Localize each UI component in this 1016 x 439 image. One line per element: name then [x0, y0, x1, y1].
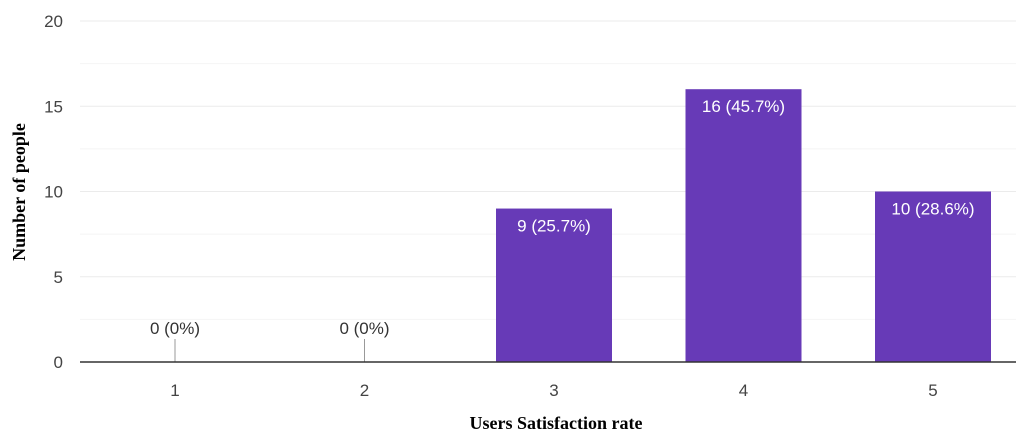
y-axis-title: Number of people — [9, 123, 29, 261]
y-tick-label: 15 — [44, 97, 63, 116]
y-tick-label: 5 — [54, 268, 63, 287]
y-tick-label: 10 — [44, 183, 63, 202]
data-label: 9 (25.7%) — [517, 217, 591, 236]
x-tick-label: 5 — [928, 381, 937, 400]
x-axis-title: Users Satisfaction rate — [470, 413, 643, 433]
bar — [496, 208, 612, 362]
bars — [174, 89, 991, 362]
bar — [875, 191, 991, 362]
y-tick-label: 0 — [54, 353, 63, 372]
bar — [685, 89, 802, 362]
x-tick-label: 4 — [739, 381, 748, 400]
y-tick-label: 20 — [44, 12, 63, 31]
data-label: 16 (45.7%) — [702, 97, 785, 116]
data-label: 0 (0%) — [339, 319, 389, 338]
data-label: 10 (28.6%) — [891, 200, 974, 219]
x-tick-label: 3 — [549, 381, 558, 400]
labels: 0 5 10 15 20 0 (0%) 1 0 (0%) 2 9 (25.7%) 3 16 (45.7… — [44, 12, 975, 400]
x-tick-label: 1 — [170, 381, 179, 400]
x-tick-label: 2 — [360, 381, 369, 400]
data-label: 0 (0%) — [150, 319, 200, 338]
